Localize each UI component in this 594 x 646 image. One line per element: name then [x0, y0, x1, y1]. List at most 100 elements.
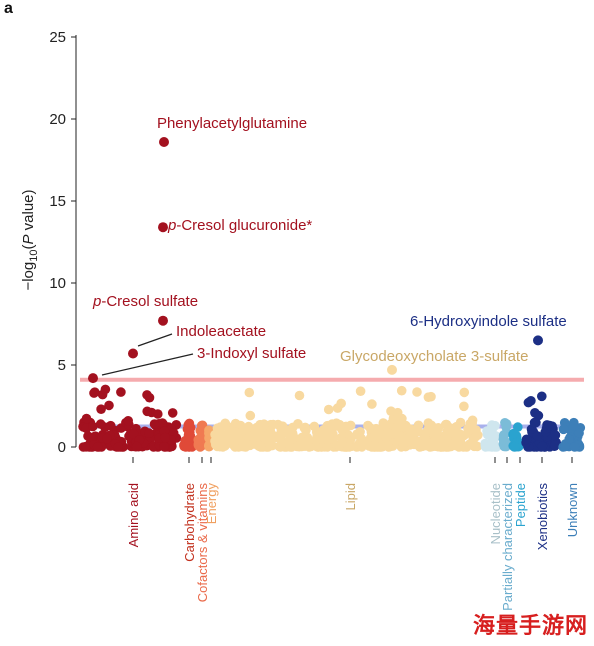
annotation-label: p-Cresol glucuronide*: [167, 217, 312, 234]
data-point: [510, 442, 520, 452]
data-point: [149, 419, 160, 429]
y-tick-label: 0: [58, 439, 66, 456]
data-point: [245, 410, 256, 421]
data-point: [485, 441, 495, 452]
y-tick-label: 20: [49, 111, 66, 128]
data-point: [184, 418, 195, 429]
data-point: [123, 416, 133, 426]
data-point: [382, 428, 393, 438]
category-label: Lipid: [343, 483, 358, 510]
y-tick-label: 10: [49, 275, 66, 292]
data-point: [426, 391, 436, 402]
data-point: [508, 428, 519, 439]
data-point: [95, 419, 106, 429]
annotation-label: 6-Hydroxyindole sulfate: [410, 313, 567, 330]
annotated-point: [159, 137, 169, 147]
annotation-label: Indoleacetate: [176, 323, 266, 340]
data-point: [421, 440, 432, 451]
data-point: [550, 430, 561, 441]
category-label: Energy: [204, 483, 219, 525]
data-point: [319, 425, 330, 435]
annotation-label: Glycodeoxycholate 3-sulfate: [340, 348, 528, 365]
data-point: [574, 428, 584, 438]
data-point: [183, 435, 194, 445]
data-point: [382, 441, 393, 452]
data-point: [214, 439, 224, 450]
data-point: [450, 440, 461, 451]
data-point: [153, 409, 163, 419]
data-point: [440, 419, 451, 430]
annotated-point: [387, 364, 397, 375]
category-label: Carbohydrate: [182, 483, 197, 562]
data-point: [365, 433, 376, 443]
data-point: [255, 429, 266, 440]
data-point: [244, 387, 255, 398]
data-point: [379, 420, 390, 431]
data-point: [352, 429, 362, 439]
data-point: [373, 442, 384, 452]
data-point: [113, 442, 124, 452]
data-point: [559, 441, 570, 452]
data-point: [344, 441, 354, 452]
data-point: [167, 408, 178, 418]
data-point: [90, 387, 100, 398]
annotated-point: [158, 222, 168, 233]
data-point: [92, 442, 103, 452]
data-point: [100, 384, 111, 395]
data-point: [322, 442, 333, 452]
data-point: [532, 431, 543, 441]
category-label: Nucleotide: [488, 483, 503, 544]
data-point: [357, 442, 367, 452]
category-label: Unknown: [565, 483, 580, 537]
data-point: [365, 423, 375, 433]
data-point: [423, 418, 434, 428]
data-point: [459, 387, 470, 398]
data-point: [439, 439, 450, 450]
data-point: [463, 423, 473, 434]
data-point: [293, 419, 303, 429]
data-point: [336, 398, 347, 409]
data-point: [530, 408, 540, 418]
data-point: [459, 401, 469, 412]
data-point: [396, 421, 407, 432]
data-point: [96, 404, 106, 415]
data-point: [236, 428, 246, 438]
data-point: [558, 424, 569, 435]
annotated-point: [128, 348, 138, 359]
data-point: [498, 434, 509, 445]
category-label: Xenobiotics: [535, 483, 550, 551]
data-point: [321, 433, 332, 443]
data-point: [367, 399, 377, 409]
data-point: [373, 429, 384, 440]
annotated-point: [158, 315, 168, 326]
data-point: [144, 428, 154, 438]
watermark-logo: 海量手游网: [472, 614, 588, 639]
data-point: [142, 390, 152, 400]
data-point: [409, 426, 420, 437]
y-axis-label: −log10(P value): [20, 189, 40, 290]
data-point: [323, 404, 334, 415]
category-label: Cofactors & vitamins: [195, 483, 210, 603]
data-point: [530, 418, 540, 428]
data-point: [159, 441, 169, 452]
data-point: [299, 440, 310, 451]
data-point: [131, 441, 142, 452]
category-label: Partially characterized: [500, 483, 515, 611]
data-point: [467, 415, 478, 426]
data-point: [569, 421, 580, 431]
data-point: [157, 418, 168, 428]
data-point: [334, 441, 344, 451]
data-point: [396, 385, 407, 396]
panel-label: a: [4, 0, 13, 17]
y-tick-label: 5: [58, 357, 66, 374]
data-point: [432, 428, 442, 438]
data-point: [364, 441, 374, 451]
data-point: [88, 421, 98, 432]
data-point: [309, 421, 320, 432]
data-point: [142, 406, 152, 417]
annotated-point: [533, 335, 543, 346]
data-point: [311, 435, 321, 446]
data-point: [116, 387, 126, 397]
data-point: [399, 437, 409, 447]
data-point: [487, 431, 498, 442]
